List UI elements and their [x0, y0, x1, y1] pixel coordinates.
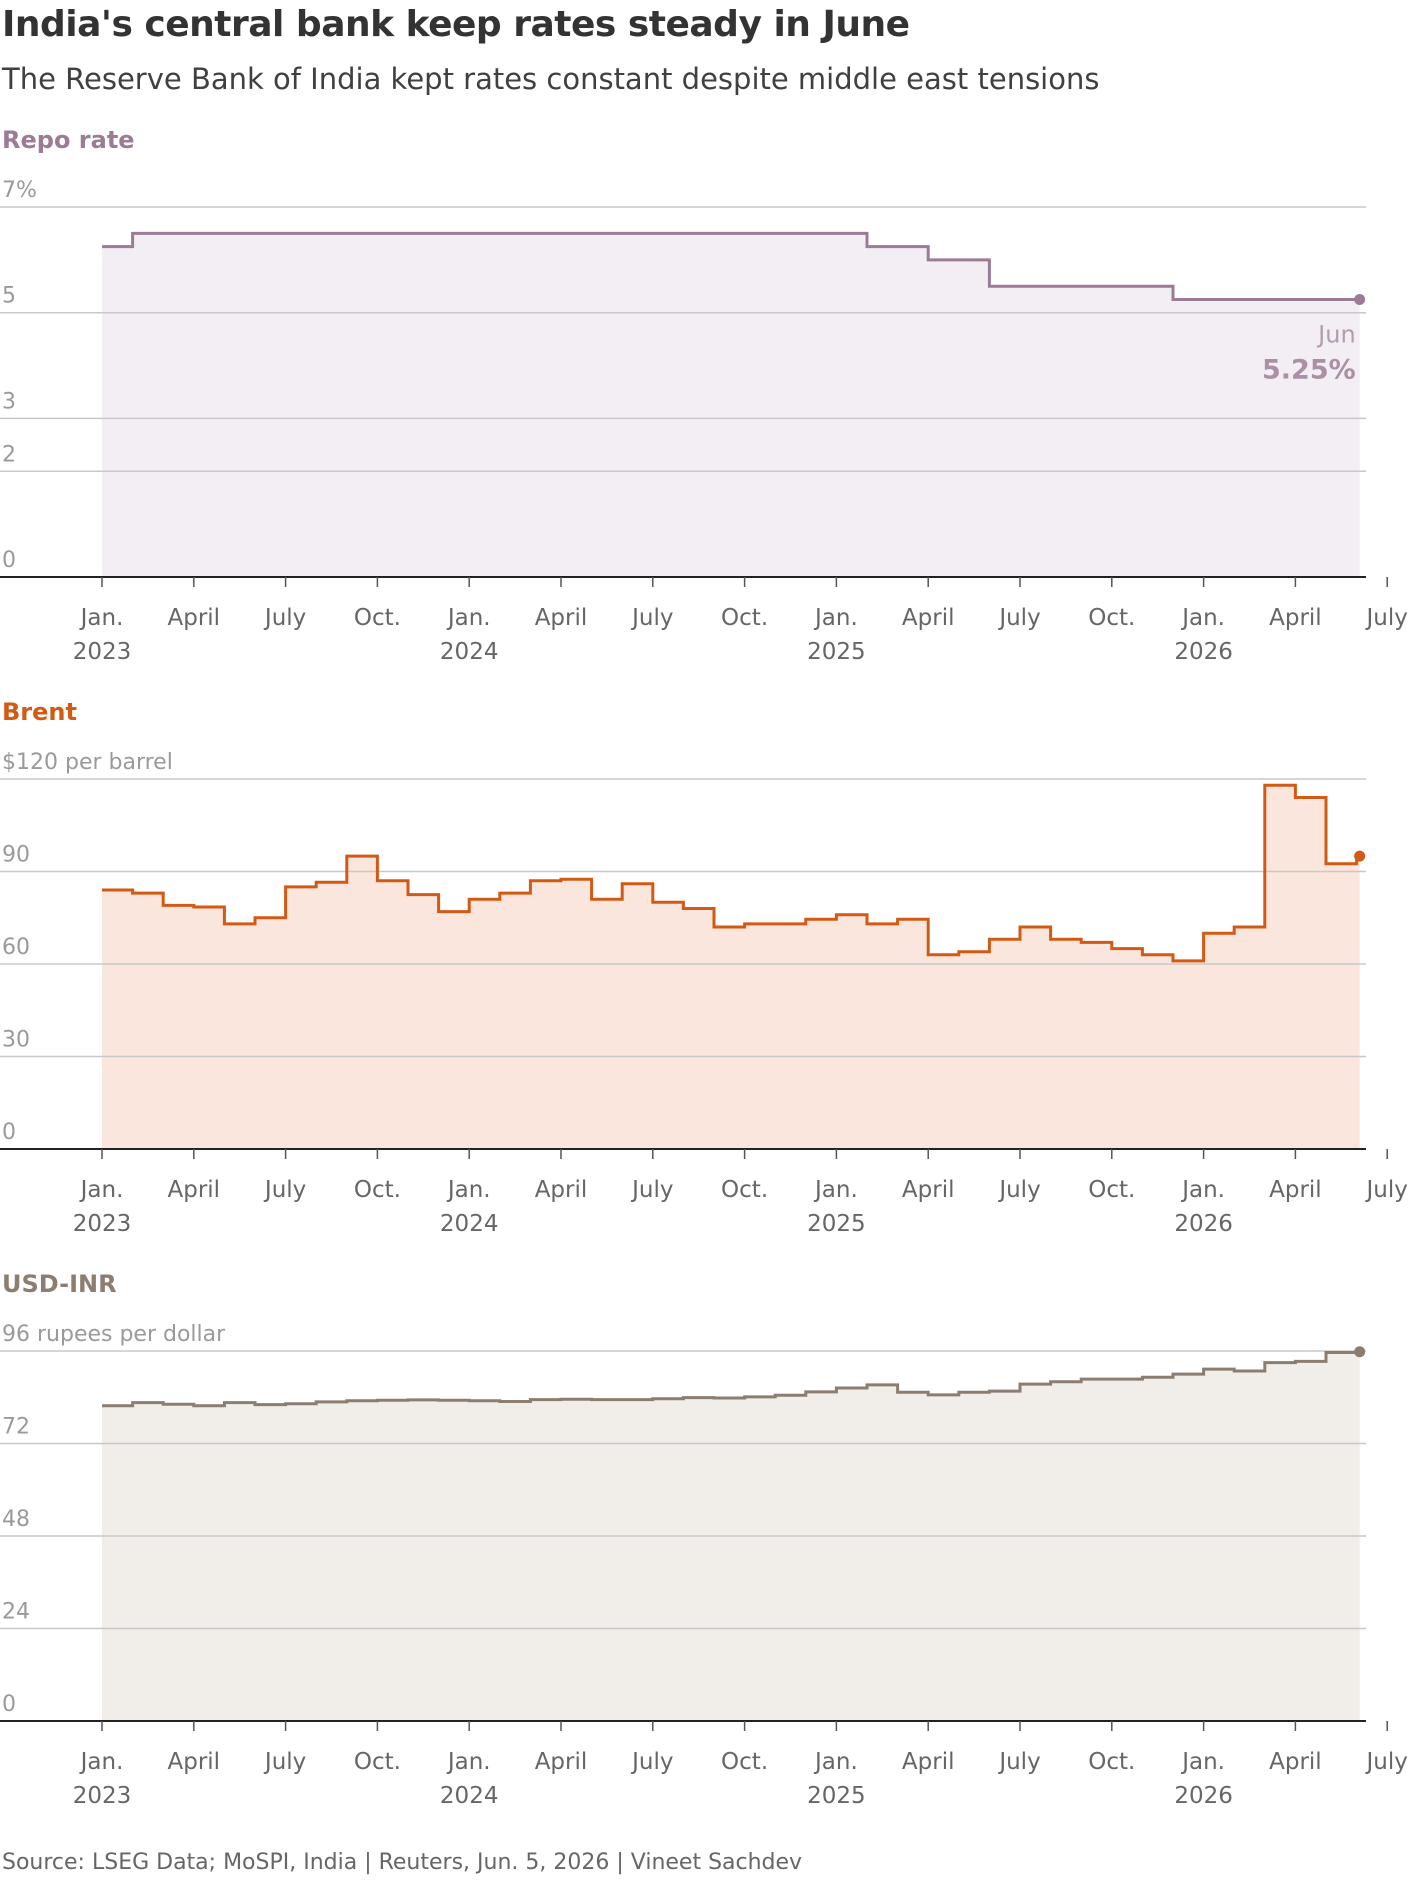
y-tick-label: 2	[2, 442, 16, 467]
x-tick-label: April	[168, 1749, 221, 1775]
series-area	[102, 785, 1360, 1149]
end-point-dot	[1354, 850, 1366, 862]
x-tick-label: July	[997, 1177, 1040, 1203]
panel-title: USD-INR	[2, 1270, 117, 1298]
x-tick-label: April	[535, 1177, 588, 1203]
x-tick-label: July	[1365, 605, 1408, 631]
x-tick-label: Jan.	[79, 605, 124, 631]
series-area	[102, 233, 1360, 577]
x-tick-label: April	[1269, 1177, 1322, 1203]
x-tick-label: July	[630, 1749, 673, 1775]
x-tick-label: Oct.	[354, 605, 401, 631]
y-tick-label: 48	[2, 1507, 30, 1532]
x-tick-year-label: 2024	[440, 639, 499, 665]
x-tick-label: Jan.	[446, 605, 491, 631]
x-tick-label: April	[902, 1177, 955, 1203]
series-line	[102, 783, 1360, 963]
brent-panel: Brent $120 per barrel 90 60 30 0 Jan. 2023 April…	[0, 698, 1408, 1237]
y-tick-label: 5	[2, 284, 16, 309]
x-tick-year-label: 2024	[440, 1783, 499, 1809]
x-tick-year-label: 2026	[1174, 639, 1233, 665]
x-tick-label: July	[630, 605, 673, 631]
series-line	[102, 1350, 1360, 1408]
x-tick-year-label: 2026	[1174, 1783, 1233, 1809]
end-point-dot	[1354, 1346, 1366, 1358]
panel-title: Repo rate	[2, 126, 135, 154]
usd-inr-panel: USD-INR 96 rupees per dollar 72 48 24 0 Jan. 20…	[0, 1270, 1408, 1809]
x-tick-label: April	[902, 1749, 955, 1775]
y-tick-label: $120 per barrel	[2, 750, 173, 775]
panel-title: Brent	[2, 698, 77, 726]
y-tick-label: 72	[2, 1415, 30, 1440]
x-tick-label: April	[168, 1177, 221, 1203]
x-tick-label: Oct.	[721, 1177, 768, 1203]
x-tick-label: Jan.	[813, 605, 858, 631]
x-tick-label: July	[1365, 1177, 1408, 1203]
x-tick-label: April	[168, 605, 221, 631]
x-tick-label: Jan.	[1180, 605, 1225, 631]
chart-title: India's central bank keep rates steady i…	[2, 4, 910, 45]
x-tick-label: July	[997, 605, 1040, 631]
x-tick-label: April	[1269, 1749, 1322, 1775]
x-tick-label: Jan.	[1180, 1749, 1225, 1775]
x-tick-label: Oct.	[354, 1177, 401, 1203]
y-tick-label: 90	[2, 843, 30, 868]
y-tick-label: 60	[2, 935, 30, 960]
repo-rate-panel: Repo rate 7% 5 3 2 0 Jan. 2023 April July Oct. Jan.…	[0, 126, 1408, 665]
y-tick-label: 7%	[2, 178, 37, 203]
x-tick-label: July	[630, 1177, 673, 1203]
x-tick-label: Jan.	[79, 1749, 124, 1775]
y-tick-label: 3	[2, 389, 16, 414]
x-tick-label: April	[535, 605, 588, 631]
y-tick-label: 0	[2, 548, 16, 573]
y-tick-label: 0	[2, 1120, 16, 1145]
y-tick-label: 96 rupees per dollar	[2, 1322, 226, 1347]
x-tick-label: Jan.	[446, 1177, 491, 1203]
x-tick-label: July	[263, 605, 306, 631]
source-note: Source: LSEG Data; MoSPI, India | Reuter…	[2, 1850, 803, 1875]
x-tick-label: Oct.	[1088, 605, 1135, 631]
x-tick-year-label: 2025	[807, 1211, 866, 1237]
x-tick-year-label: 2024	[440, 1211, 499, 1237]
x-tick-year-label: 2026	[1174, 1211, 1233, 1237]
x-tick-label: April	[902, 605, 955, 631]
x-tick-label: Jan.	[813, 1749, 858, 1775]
x-tick-label: Oct.	[721, 1749, 768, 1775]
x-tick-label: Jan.	[79, 1177, 124, 1203]
x-tick-label: April	[535, 1749, 588, 1775]
chart-subtitle: The Reserve Bank of India kept rates con…	[2, 62, 1100, 96]
x-tick-label: Jan.	[446, 1749, 491, 1775]
y-tick-label: 30	[2, 1028, 30, 1053]
y-tick-label: 0	[2, 1692, 16, 1717]
x-tick-label: Jan.	[1180, 1177, 1225, 1203]
x-tick-year-label: 2023	[73, 1783, 132, 1809]
annotation-value: 5.25%	[1262, 355, 1356, 386]
x-tick-label: April	[1269, 605, 1322, 631]
x-tick-label: Oct.	[1088, 1177, 1135, 1203]
x-tick-label: Oct.	[721, 605, 768, 631]
x-tick-label: Oct.	[1088, 1749, 1135, 1775]
x-tick-label: July	[263, 1177, 306, 1203]
end-point-dot	[1354, 294, 1366, 305]
x-tick-year-label: 2025	[807, 639, 866, 665]
x-tick-label: July	[1365, 1749, 1408, 1775]
x-tick-year-label: 2025	[807, 1783, 866, 1809]
series-line	[102, 231, 1360, 301]
y-tick-label: 24	[2, 1600, 30, 1625]
x-tick-label: Jan.	[813, 1177, 858, 1203]
x-tick-year-label: 2023	[73, 639, 132, 665]
x-tick-label: July	[263, 1749, 306, 1775]
x-tick-label: July	[997, 1749, 1040, 1775]
x-tick-year-label: 2023	[73, 1211, 132, 1237]
annotation-label: Jun	[1316, 321, 1356, 349]
x-tick-label: Oct.	[354, 1749, 401, 1775]
